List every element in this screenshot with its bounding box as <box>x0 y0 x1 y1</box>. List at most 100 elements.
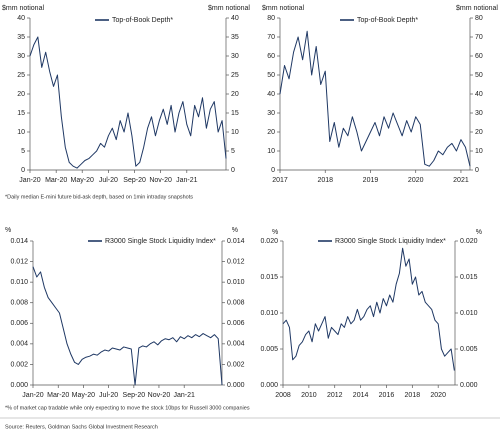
y2-tick-label: 50 <box>475 72 483 79</box>
legend-label: Top-of-Book Depth* <box>112 17 173 24</box>
y2-tick-label: 40 <box>231 15 239 22</box>
y-tick-label: 0.010 <box>260 310 278 317</box>
y2-axis-label: % <box>476 229 482 236</box>
y2-tick-label: 0 <box>475 167 479 174</box>
y-tick-label: 0 <box>271 167 275 174</box>
y-tick-label: 50 <box>267 72 275 79</box>
y2-tick-label: 10 <box>231 129 239 136</box>
y2-tick-label: 20 <box>475 129 483 136</box>
y2-tick-label: 0 <box>231 167 235 174</box>
y-tick-label: 20 <box>267 129 275 136</box>
y2-tick-label: 0.020 <box>460 238 478 245</box>
x-tick-label: 2020 <box>408 177 424 184</box>
y2-tick-label: 70 <box>475 34 483 41</box>
y-tick-label: 70 <box>267 34 275 41</box>
legend-label: R3000 Single Stock Liquidity Index* <box>105 238 216 245</box>
y2-axis-label: $mm notional <box>208 5 250 12</box>
y2-tick-label: 20 <box>231 91 239 98</box>
y2-tick-label: 30 <box>231 53 239 60</box>
y2-tick-label: 0.010 <box>460 310 478 317</box>
x-tick-label: Nov-20 <box>149 177 172 184</box>
y-tick-label: 0.005 <box>260 346 278 353</box>
y2-tick-label: 0.008 <box>227 300 245 307</box>
y-tick-label: 10 <box>267 148 275 155</box>
y-tick-label: 0 <box>21 167 25 174</box>
y2-tick-label: 15 <box>231 110 239 117</box>
y2-tick-label: 30 <box>475 110 483 117</box>
x-tick-label: 2019 <box>363 177 379 184</box>
x-tick-label: 2020 <box>430 392 446 399</box>
y-tick-label: 20 <box>17 91 25 98</box>
y-tick-label: 35 <box>17 34 25 41</box>
y-tick-label: 0.008 <box>10 300 28 307</box>
x-tick-label: Jul-20 <box>99 177 118 184</box>
data-line <box>29 36 227 169</box>
data-line <box>279 30 471 167</box>
x-tick-label: Jan-21 <box>173 392 195 399</box>
y-tick-label: 25 <box>17 72 25 79</box>
y-tick-label: 0.006 <box>10 320 28 327</box>
x-tick-label: 2017 <box>272 177 288 184</box>
x-tick-label: 2014 <box>353 392 369 399</box>
y2-tick-label: 5 <box>231 148 235 155</box>
y-tick-label: 0.020 <box>260 238 278 245</box>
y-tick-label: 0.015 <box>260 274 278 281</box>
y2-tick-label: 0.014 <box>227 238 245 245</box>
x-tick-label: Nov-20 <box>148 392 171 399</box>
x-tick-label: 2018 <box>317 177 333 184</box>
y-tick-label: 0.002 <box>10 361 28 368</box>
y2-tick-label: 0.004 <box>227 341 245 348</box>
y-tick-label: 30 <box>17 53 25 60</box>
y2-tick-label: 0.006 <box>227 320 245 327</box>
y2-tick-label: 40 <box>475 91 483 98</box>
y2-tick-label: 0.000 <box>460 382 478 389</box>
y2-tick-label: 0.012 <box>227 258 245 265</box>
y-tick-label: 80 <box>267 15 275 22</box>
y2-axis-label: % <box>232 227 238 234</box>
legend-label: Top-of-Book Depth* <box>357 17 418 24</box>
y-tick-label: 0.004 <box>10 341 28 348</box>
x-tick-label: 2021 <box>453 177 469 184</box>
y2-tick-label: 0.005 <box>460 346 478 353</box>
y-tick-label: 0.014 <box>10 238 28 245</box>
y2-tick-label: 80 <box>475 15 483 22</box>
y-axis-label: % <box>5 227 11 234</box>
legend-label: R3000 Single Stock Liquidity Index* <box>335 238 446 245</box>
y2-tick-label: 0.010 <box>227 279 245 286</box>
x-tick-label: May-20 <box>71 177 94 184</box>
y-axis-label: % <box>272 229 278 236</box>
y-tick-label: 0.000 <box>10 382 28 389</box>
x-tick-label: 2012 <box>327 392 343 399</box>
x-tick-label: Jul-20 <box>99 392 118 399</box>
x-tick-label: 2008 <box>275 392 291 399</box>
x-tick-label: Mar-20 <box>47 392 69 399</box>
x-tick-label: 2018 <box>405 392 421 399</box>
y2-tick-label: 0.000 <box>227 382 245 389</box>
y-tick-label: 0.000 <box>260 382 278 389</box>
x-tick-label: Sep-20 <box>123 392 146 399</box>
y-tick-label: 40 <box>17 15 25 22</box>
x-tick-label: Jan-20 <box>19 177 41 184</box>
y-tick-label: 0.012 <box>10 258 28 265</box>
y-tick-label: 30 <box>267 110 275 117</box>
y2-tick-label: 0.002 <box>227 361 245 368</box>
y-tick-label: 60 <box>267 53 275 60</box>
x-tick-label: 2010 <box>301 392 317 399</box>
y-tick-label: 0.010 <box>10 279 28 286</box>
y2-tick-label: 35 <box>231 34 239 41</box>
x-tick-label: Jan-20 <box>22 392 44 399</box>
x-tick-label: May-20 <box>72 392 95 399</box>
y-axis-label: $mm notional <box>262 5 304 12</box>
footnote: *% of market cap tradable while only exp… <box>5 405 250 411</box>
y-tick-label: 10 <box>17 129 25 136</box>
x-tick-label: Jan-21 <box>176 177 198 184</box>
y2-tick-label: 60 <box>475 53 483 60</box>
y2-tick-label: 0.015 <box>460 274 478 281</box>
x-tick-label: Sep-20 <box>123 177 146 184</box>
y2-axis-label: $mm notional <box>456 5 498 12</box>
source: Source: Reuters, Goldman Sachs Global In… <box>5 424 158 430</box>
data-line <box>32 266 223 386</box>
x-tick-label: Mar-20 <box>45 177 67 184</box>
footnote: *Daily median E-mini future bid-ask dept… <box>5 194 193 200</box>
